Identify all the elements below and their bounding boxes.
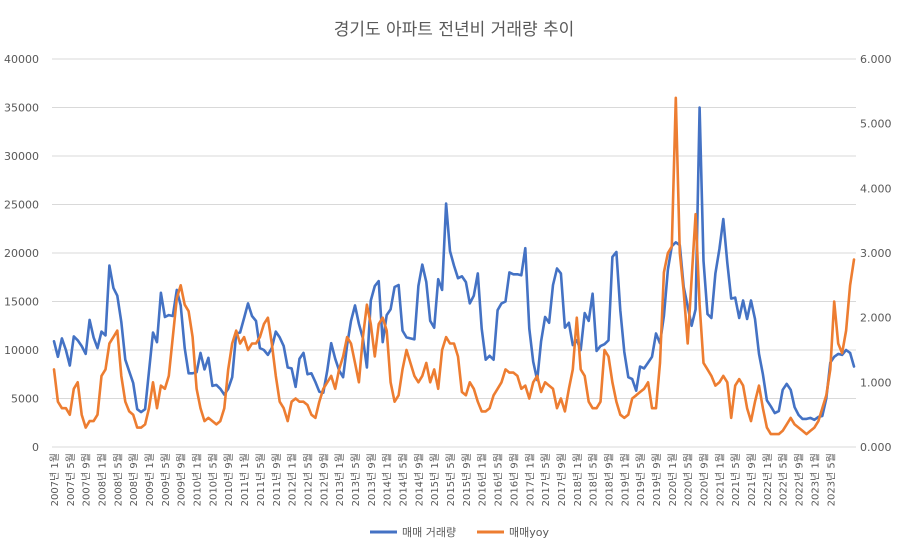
series-line-volume: [52, 106, 856, 422]
x-tick-label: 2023년 1월: [809, 453, 821, 506]
right-y-axis: 0.000 1.000 2.000 3.000 4.000 5.000 6.000: [860, 53, 892, 454]
x-axis: 2007년 1월 2007년 5월 2007년 9월 2008년 1월 2008년 5월…: [49, 453, 837, 506]
x-tick-label: 2018년 9월: [603, 453, 615, 506]
legend-label-yoy: 매매yoy: [509, 526, 549, 539]
x-tick-label: 2018년 1월: [572, 453, 584, 506]
y-left-tick-label: 30000: [4, 150, 39, 163]
y-left-tick-label: 25000: [4, 199, 39, 212]
x-tick-label: 2013년 5월: [350, 453, 362, 506]
x-tick-label: 2020년 5월: [683, 453, 695, 506]
x-tick-label: 2016년 1월: [477, 453, 489, 506]
x-tick-label: 2019년 1월: [619, 453, 631, 506]
x-tick-label: 2021년 1월: [714, 453, 726, 506]
x-tick-label: 2017년 9월: [556, 453, 568, 506]
x-tick-label: 2008년 9월: [128, 453, 140, 506]
y-left-tick-label: 10000: [4, 344, 39, 357]
x-tick-label: 2016년 5월: [493, 453, 505, 506]
y-left-tick-label: 0: [32, 441, 39, 454]
x-tick-label: 2013년 1월: [334, 453, 346, 506]
y-right-tick-label: 1.000: [860, 376, 892, 389]
legend-label-volume: 매매 거래량: [402, 526, 456, 539]
x-tick-label: 2007년 1월: [49, 453, 61, 506]
x-tick-label: 2007년 5월: [65, 453, 77, 506]
x-tick-label: 2019년 9월: [651, 453, 663, 506]
x-tick-label: 2011년 1월: [239, 453, 251, 506]
x-tick-label: 2022년 1월: [762, 453, 774, 506]
y-right-tick-label: 3.000: [860, 247, 892, 260]
y-right-tick-label: 0.000: [860, 441, 892, 454]
x-tick-label: 2021년 5월: [730, 453, 742, 506]
x-tick-label: 2011년 9월: [271, 453, 283, 506]
y-right-tick-label: 2.000: [860, 312, 892, 325]
x-tick-label: 2017년 1월: [524, 453, 536, 506]
x-tick-label: 2022년 9월: [794, 453, 806, 506]
x-tick-label: 2020년 9월: [699, 453, 711, 506]
x-tick-label: 2020년 1월: [667, 453, 679, 506]
x-tick-label: 2014년 1월: [382, 453, 394, 506]
x-tick-label: 2015년 9월: [461, 453, 473, 506]
y-left-tick-label: 15000: [4, 296, 39, 309]
series-lines: [52, 96, 856, 436]
x-tick-label: 2019년 5월: [635, 453, 647, 506]
x-tick-label: 2012년 9월: [318, 453, 330, 506]
y-right-tick-label: 4.000: [860, 182, 892, 195]
x-tick-label: 2022년 5월: [778, 453, 790, 506]
series-line-yoy: [52, 96, 856, 436]
x-tick-label: 2014년 5월: [398, 453, 410, 506]
x-tick-label: 2012년 5월: [302, 453, 314, 506]
x-tick-label: 2009년 9월: [176, 453, 188, 506]
x-tick-label: 2014년 9월: [413, 453, 425, 506]
legend: 매매 거래량 매매yoy: [370, 526, 549, 539]
x-tick-label: 2009년 5월: [160, 453, 172, 506]
x-tick-label: 2007년 9월: [81, 453, 93, 506]
x-tick-label: 2015년 5월: [445, 453, 457, 506]
x-tick-label: 2010년 5월: [207, 453, 219, 506]
y-left-tick-label: 35000: [4, 102, 39, 115]
left-y-axis: 0 5000 10000 15000 20000 25000 30000 35000 40000: [4, 53, 39, 454]
x-tick-label: 2023년 5월: [825, 453, 837, 506]
x-tick-label: 2017년 5월: [540, 453, 552, 506]
y-right-tick-label: 5.000: [860, 118, 892, 131]
x-tick-label: 2013년 9월: [366, 453, 378, 506]
chart-title: 경기도 아파트 전년비 거래량 추이: [334, 20, 575, 40]
x-tick-label: 2009년 1월: [144, 453, 156, 506]
x-tick-label: 2015년 1월: [429, 453, 441, 506]
y-right-tick-label: 6.000: [860, 53, 892, 66]
x-tick-label: 2016년 9월: [508, 453, 520, 506]
x-tick-label: 2012년 1월: [287, 453, 299, 506]
x-tick-label: 2011년 5월: [255, 453, 267, 506]
x-tick-label: 2008년 1월: [97, 453, 109, 506]
x-tick-label: 2010년 9월: [223, 453, 235, 506]
x-tick-label: 2021년 9월: [746, 453, 758, 506]
x-tick-label: 2018년 5월: [588, 453, 600, 506]
x-tick-label: 2008년 5월: [112, 453, 124, 506]
x-tick-label: 2010년 1월: [192, 453, 204, 506]
y-left-tick-label: 20000: [4, 247, 39, 260]
y-left-tick-label: 40000: [4, 53, 39, 66]
y-left-tick-label: 5000: [11, 393, 39, 406]
